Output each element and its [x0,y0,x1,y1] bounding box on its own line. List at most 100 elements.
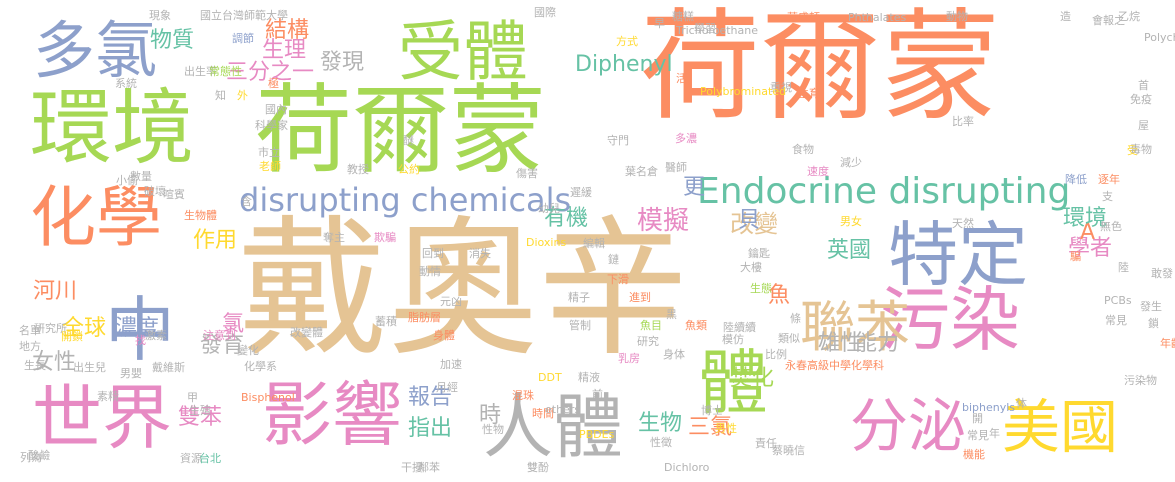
cloud-word: 欺騙 [374,231,396,244]
cloud-word: 動情 [419,265,441,278]
cloud-word: 男性 [715,422,737,435]
cloud-word: 中 [105,289,175,371]
cloud-word: 常見 [967,429,989,442]
cloud-word: 國內 [265,103,287,116]
cloud-word: 荷爾蒙 [640,0,1000,137]
cloud-word: PCBs [1104,294,1132,307]
cloud-word: 大樓 [740,261,762,274]
cloud-word: 身體 [433,329,455,342]
cloud-word: 喧賓 [163,188,185,201]
cloud-word: 類似 [778,332,800,345]
cloud-word: 變化 [237,344,259,357]
cloud-word: 更 [683,175,706,200]
cloud-word: Polybrominated [700,85,787,98]
cloud-word: 常態性 [209,65,242,78]
cloud-word: 下滑 [607,273,629,286]
cloud-word: 多氯 [33,14,158,87]
cloud-word: 極 [268,77,279,90]
cloud-word: 多濃 [675,132,697,145]
cloud-word: 酸鹼 [28,449,50,462]
cloud-word: 乳房 [618,352,640,365]
cloud-word: 學者 [1068,236,1113,261]
cloud-word: 加速 [440,358,462,371]
cloud-word: 敢發 [1151,267,1173,280]
cloud-word: 生長 [24,359,46,372]
cloud-word: 消失 [469,247,491,260]
cloud-word: 身体 [663,348,685,361]
cloud-word: 遲緩 [570,186,592,199]
cloud-word: 混珠 [512,389,534,402]
cloud-word: 貝 [738,208,761,233]
cloud-word: 博士 [701,404,723,417]
cloud-word: 鄰苯 [418,461,440,474]
cloud-word: 年齡 [1160,337,1175,350]
cloud-word: 精子 [568,291,590,304]
cloud-word: DDT [538,371,562,384]
cloud-word: 逐年 [1098,173,1120,186]
cloud-word: 女性 [32,350,77,375]
cloud-word: 美國 [1002,393,1119,461]
cloud-word: 學習 [694,22,716,35]
cloud-word: 戴奧辛 [238,203,689,377]
cloud-word: 奪主 [323,231,345,244]
cloud-word: 常見 [1105,314,1127,327]
cloud-word: 黑 [666,308,677,321]
cloud-word: 精液 [578,371,600,384]
cloud-word: 糖糕 [672,10,694,23]
cloud-word: 進到 [629,291,651,304]
cloud-word: 現象 [149,9,171,22]
cloud-word: 方式 [616,35,638,48]
cloud-word: 報告 [408,385,453,410]
cloud-word: 男嬰 [120,367,142,380]
cloud-word: 結構 [265,18,310,43]
cloud-word: 知 [215,89,226,102]
cloud-word: 生態 [750,282,772,295]
cloud-word: 公約 [398,163,420,176]
cloud-word: Dioxins [526,236,567,249]
cloud-word: 比率 [952,115,974,128]
cloud-word: 傷害 [516,167,538,180]
cloud-word: 機能 [963,448,985,461]
cloud-word: 污染 [880,279,1020,361]
cloud-word: 破壞 [144,185,166,198]
cloud-word: 年 [989,427,1000,440]
cloud-word: 鑰匙 [748,247,770,260]
cloud-word: 地方 [19,340,41,353]
cloud-word: 台北 [199,452,221,465]
cloud-word: 外 [237,89,248,102]
cloud-word: 蔡曉信 [772,444,805,457]
cloud-word: 國立台灣師範大學 [200,9,288,22]
cloud-word: 會報之 [1092,14,1125,27]
cloud-word: 能力 [855,331,900,356]
cloud-word: 食物 [792,143,814,156]
cloud-word: ethers [545,403,581,416]
cloud-word: Dichloro [664,461,710,474]
cloud-word: Bisphenol [241,391,295,404]
cloud-word: 魚目 [640,319,662,332]
cloud-word: 開 [972,412,983,425]
cloud-word: 減少 [840,156,862,169]
cloud-word: 騙 [1070,250,1081,263]
cloud-word: 免疫 [1130,93,1152,106]
cloud-word: 濃度 [115,316,160,341]
cloud-word: 毒物 [1130,143,1152,156]
cloud-word: 天然 [952,217,974,230]
cloud-word: 醚 [403,134,414,147]
cloud-word: 河川 [33,279,78,304]
cloud-word: 月經 [436,381,458,394]
cloud-word: 生育 [798,87,820,100]
cloud-word: 找 [135,334,146,347]
cloud-word: 環境 [30,81,195,176]
cloud-word: 早 [654,17,665,30]
cloud-word: 速度 [807,165,829,178]
cloud-word: 環境 [1063,206,1108,231]
cloud-word: Trichoroethane [676,24,758,37]
cloud-word: 有機 [544,206,589,231]
cloud-word: 系統 [115,77,137,90]
cloud-word: 國際 [534,6,556,19]
cloud-word: 造 [1060,10,1071,23]
cloud-word: 性物 [482,423,504,436]
cloud-word: 化學系 [244,360,277,373]
cloud-word: 魚類 [685,319,707,332]
cloud-word: 屋 [1138,119,1149,132]
